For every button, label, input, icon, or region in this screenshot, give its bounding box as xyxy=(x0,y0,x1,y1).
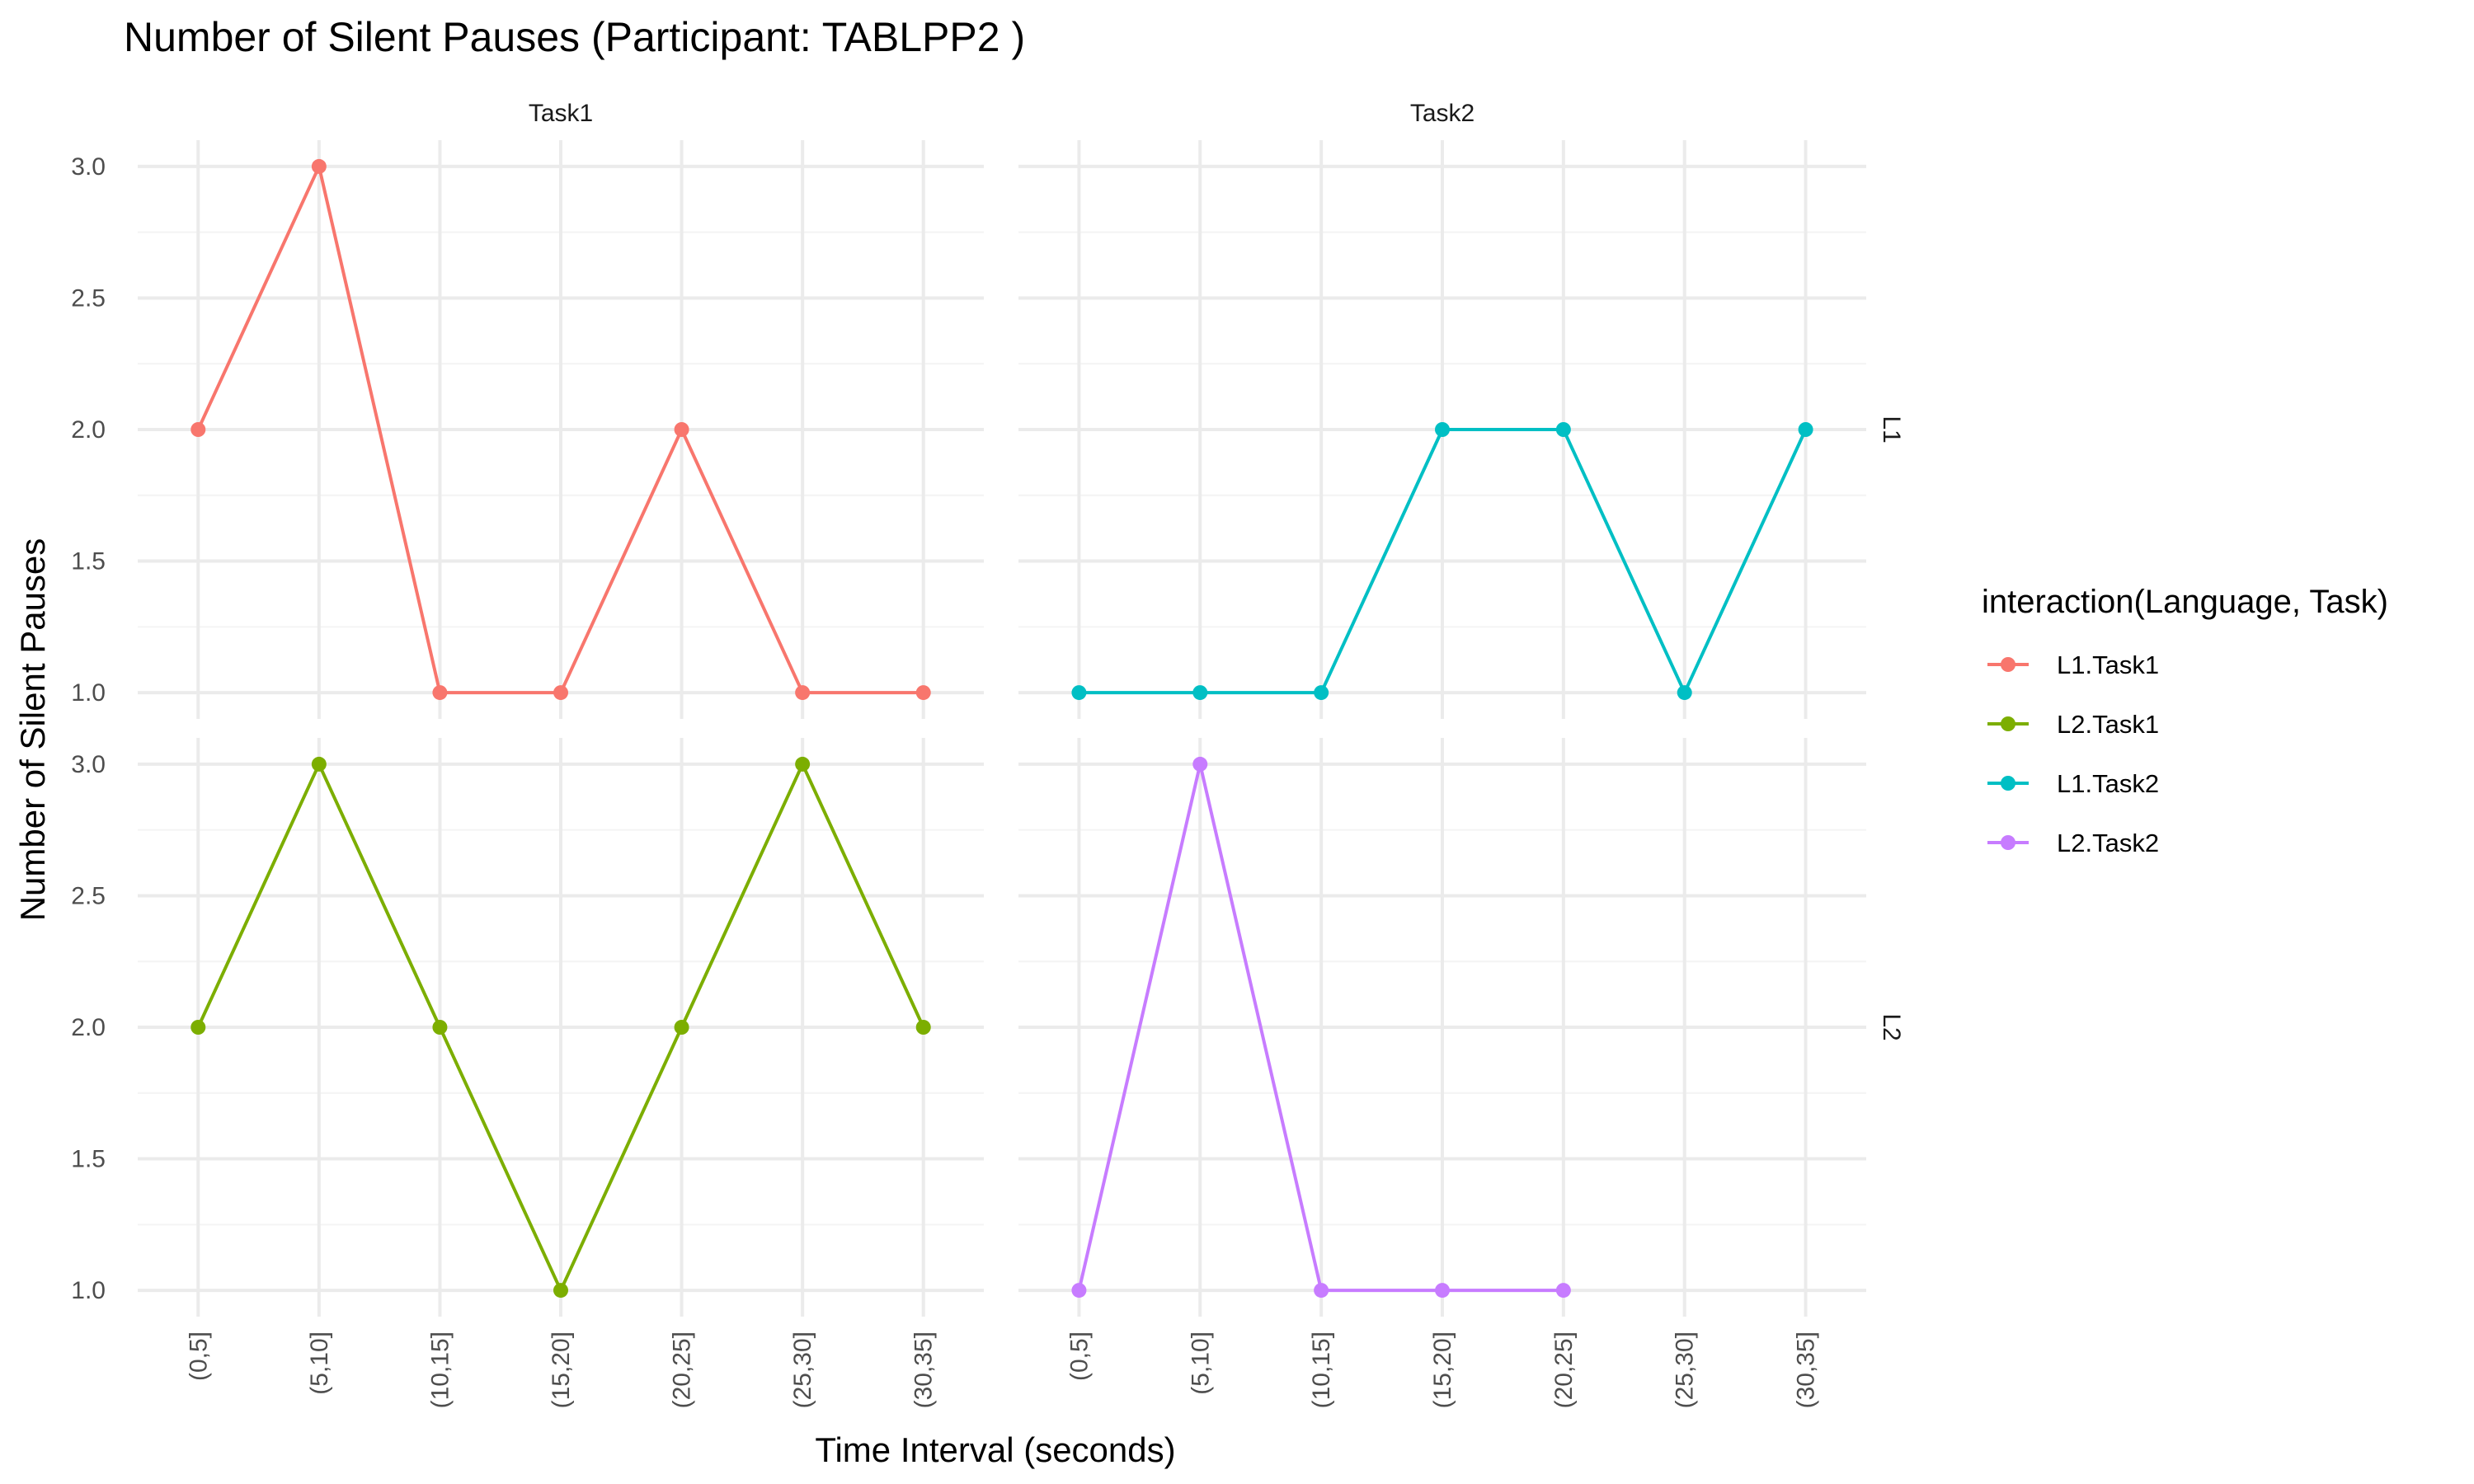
x-tick-label: (5,10] xyxy=(306,1331,333,1395)
legend-item-L1.Task1: L1.Task1 xyxy=(1987,650,2159,679)
x-tick-label: (25,30] xyxy=(789,1331,816,1408)
x-tick-label: (0,5] xyxy=(1065,1331,1093,1381)
facet-strip-label-L1: L1 xyxy=(1878,416,1905,443)
y-tick-label: 1.5 xyxy=(71,1146,106,1173)
data-point xyxy=(1677,685,1692,701)
y-tick-label: 1.5 xyxy=(71,548,106,575)
facet-strip-label-L2: L2 xyxy=(1878,1013,1905,1040)
data-point xyxy=(190,422,206,437)
data-point xyxy=(674,1020,689,1035)
series-L1.Task2 xyxy=(1071,422,1813,701)
x-tick-label: (10,15] xyxy=(1308,1331,1335,1408)
facet-panels: 1.0 1.5 2.0 2.5 3.0 1.0 1.5 2.0 2.5 3.0 (0,5] (5,10… xyxy=(71,100,1905,1408)
data-point xyxy=(190,1020,206,1035)
x-tick-label: (25,30] xyxy=(1672,1331,1699,1408)
y-tick-label: 2.5 xyxy=(71,882,106,909)
y-tick-label: 3.0 xyxy=(71,751,106,778)
legend-label: L2.Task1 xyxy=(2057,710,2159,739)
x-axis-title: Time Interval (seconds) xyxy=(815,1430,1175,1469)
legend-key-point xyxy=(2001,835,2015,850)
y-axis-title: Number of Silent Pauses xyxy=(13,538,52,922)
data-point xyxy=(311,756,327,772)
x-tick-label: (10,15] xyxy=(426,1331,454,1408)
y-tick-label: 1.0 xyxy=(71,679,106,707)
panel-L1-Task1 xyxy=(138,140,984,719)
x-tick-label: (30,35] xyxy=(910,1331,938,1408)
legend-title: interaction(Language, Task) xyxy=(1982,584,2388,620)
x-tick-label: (15,20] xyxy=(548,1331,575,1408)
data-point xyxy=(915,685,931,701)
data-point xyxy=(1555,1283,1571,1298)
series-L2.Task1 xyxy=(190,756,931,1298)
data-point xyxy=(553,685,568,701)
series-L1.Task1 xyxy=(190,158,931,701)
legend-label: L2.Task2 xyxy=(2057,829,2159,857)
legend-key-point xyxy=(2001,657,2015,672)
legend-item-L2.Task2: L2.Task2 xyxy=(1987,829,2159,857)
data-point xyxy=(1555,422,1571,437)
data-point xyxy=(674,422,689,437)
panel-L2-Task2 xyxy=(1018,738,1866,1317)
data-point xyxy=(1435,422,1450,437)
data-point xyxy=(311,158,327,174)
data-point xyxy=(1314,1283,1329,1298)
y-tick-label: 2.5 xyxy=(71,284,106,312)
x-tick-label: (5,10] xyxy=(1187,1331,1214,1395)
data-point xyxy=(1192,685,1208,701)
legend-label: L1.Task2 xyxy=(2057,769,2159,798)
legend: interaction(Language, Task) L1.Task1 L2.T… xyxy=(1982,584,2388,857)
x-tick-label: (20,25] xyxy=(1550,1331,1578,1408)
legend-key-point xyxy=(2001,776,2015,791)
y-tick-label: 1.0 xyxy=(71,1277,106,1304)
x-tick-label: (20,25] xyxy=(669,1331,696,1408)
data-point xyxy=(1071,685,1087,701)
chart-title: Number of Silent Pauses (Participant: TA… xyxy=(124,14,1025,60)
panel-L2-Task1 xyxy=(138,738,984,1317)
data-point xyxy=(432,1020,448,1035)
legend-key-point xyxy=(2001,716,2015,731)
x-tick-label: (15,20] xyxy=(1429,1331,1456,1408)
data-point xyxy=(432,685,448,701)
series-L2.Task2 xyxy=(1071,756,1571,1298)
y-tick-label: 2.0 xyxy=(71,416,106,444)
y-tick-label: 2.0 xyxy=(71,1014,106,1041)
legend-item-L1.Task2: L1.Task2 xyxy=(1987,769,2159,798)
data-point xyxy=(553,1283,568,1298)
data-point xyxy=(1798,422,1813,437)
x-tick-label: (30,35] xyxy=(1793,1331,1820,1408)
data-point xyxy=(1071,1283,1087,1298)
legend-label: L1.Task1 xyxy=(2057,650,2159,679)
y-tick-label: 3.0 xyxy=(71,153,106,181)
data-point xyxy=(1314,685,1329,701)
data-point xyxy=(1435,1283,1450,1298)
data-point xyxy=(915,1020,931,1035)
legend-item-L2.Task1: L2.Task1 xyxy=(1987,710,2159,739)
x-tick-label: (0,5] xyxy=(185,1331,212,1381)
facet-strip-label-Task1: Task1 xyxy=(529,100,593,127)
data-point xyxy=(1192,756,1208,772)
data-point xyxy=(795,756,811,772)
facet-strip-label-Task2: Task2 xyxy=(1410,100,1475,127)
data-point xyxy=(795,685,811,701)
